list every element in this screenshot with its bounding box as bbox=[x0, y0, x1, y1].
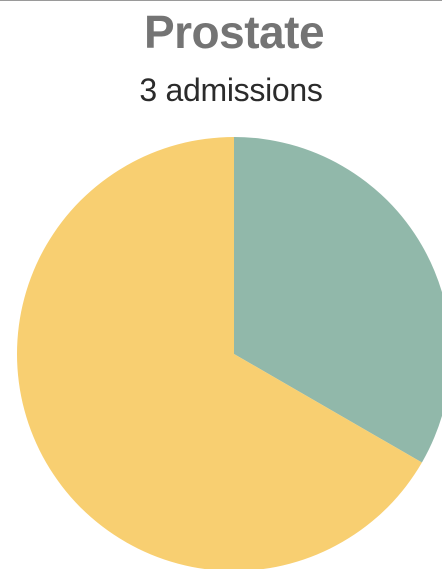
pie-slices bbox=[17, 137, 442, 569]
pie-slice-2 bbox=[17, 137, 422, 569]
chart-title: Prostate bbox=[143, 6, 325, 58]
chart-subtitle: 3 admissions bbox=[139, 72, 323, 108]
pie-slice-1 bbox=[234, 137, 442, 463]
